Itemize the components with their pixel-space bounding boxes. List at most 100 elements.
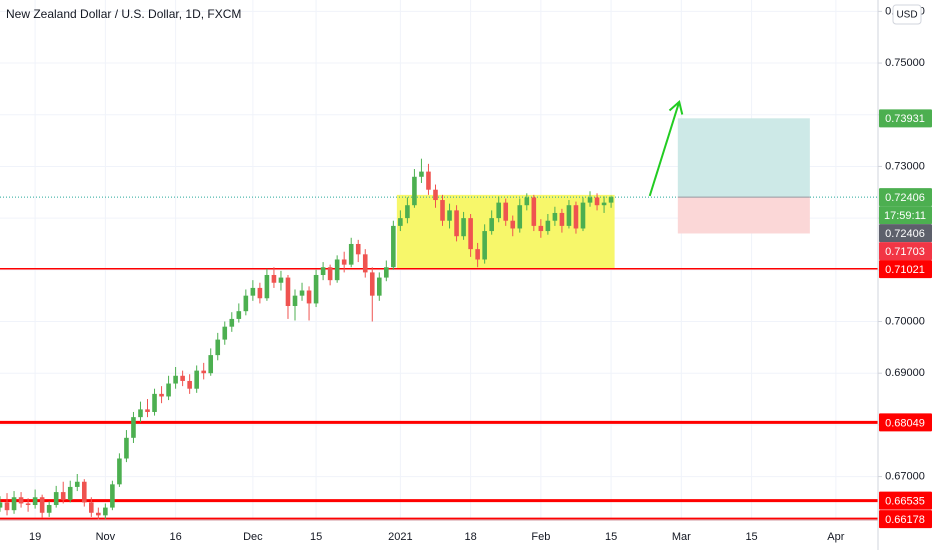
x-tick-label: 2021 [388,531,412,543]
candle-body [103,507,108,516]
candle-body [587,197,593,203]
price-badge-label: 0.73931 [885,113,925,125]
candle-body [257,287,263,299]
candle-body [545,220,551,232]
countdown-badge [879,206,932,225]
candle-body [131,417,136,438]
candle-body [566,205,572,226]
price-badge [879,260,932,279]
candle-body [447,210,452,221]
candle-body [426,171,431,190]
candle-body [222,326,228,340]
x-tick-label: Dec [243,531,263,543]
candle-body [601,202,607,206]
x-tick-label: 19 [29,531,41,543]
candle-body [306,290,312,304]
candle-body [559,212,565,226]
candle-body [264,274,270,299]
candle-body [454,210,459,237]
candle-body [384,267,389,278]
candle-body [538,225,544,232]
candle-body [187,380,192,389]
candle-body [229,318,235,327]
candle-body [81,481,87,503]
candle-body [468,218,473,250]
price-badge [879,242,932,261]
price-badge-label: 0.71703 [885,246,925,258]
candle-body [173,375,178,384]
x-tick-label: Feb [531,531,550,543]
candle-body [348,243,354,265]
x-tick-label: 15 [605,531,617,543]
candle-body [236,311,242,319]
candle-body [573,205,579,229]
currency-label[interactable]: USD [896,10,917,21]
position-loss [677,197,810,234]
candle-body [53,492,59,506]
candle-body [503,202,509,221]
arrow-head [668,99,684,115]
price-badge [879,188,932,207]
candle-body [74,481,80,487]
candle-body [208,355,214,374]
candle-body [419,171,424,177]
candle-body [398,218,403,226]
candle-body [46,505,52,513]
y-tick-label: 0.67000 [885,470,925,482]
y-tick-label: 0.75000 [885,57,925,69]
candle-body [18,497,24,504]
candle-body [440,200,445,221]
candle-body [215,339,221,356]
price-badge [879,224,932,243]
candle-body [405,205,410,219]
candle-body [355,243,361,255]
candle-body [89,502,94,513]
candle-body [0,502,3,508]
price-badge-label: 0.71021 [885,264,925,276]
price-badge-label: 0.66535 [885,496,925,508]
price-badge-label: 0.72406 [885,192,925,204]
price-badge-label: 0.66178 [885,514,925,526]
candle-body [496,202,502,219]
candle-body [96,512,101,516]
candle-body [110,484,115,508]
candle-body [299,290,305,296]
x-tick-label: 15 [310,531,322,543]
position-profit [677,118,810,198]
candle-body [25,503,31,506]
candle-body [117,458,122,485]
candle-body [250,287,256,296]
countdown-label: 17:59:11 [884,210,926,222]
candle-body [166,383,171,397]
candle-body [510,220,516,229]
y-tick-label: 0.73000 [885,160,925,172]
candle-body [313,274,319,304]
x-tick-label: 18 [464,531,476,543]
candle-body [292,295,298,307]
candle-body [11,497,17,511]
candle-body [138,409,143,418]
x-tick-label: Nov [96,531,116,543]
candle-body [194,370,199,389]
price-badge [879,510,932,529]
candle-body [362,254,368,273]
x-tick-label: 15 [745,531,757,543]
x-tick-label: Mar [672,531,691,543]
x-tick-label: Apr [827,531,844,543]
candle-body [341,259,347,265]
candle-body [412,176,417,206]
candle-body [433,189,438,201]
candle-body [594,197,600,206]
candle-body [67,486,73,500]
candle-body [60,492,66,500]
currency-button[interactable] [892,4,922,25]
candle-body [152,393,157,412]
candle-body [278,277,284,283]
x-tick-label: 16 [169,531,181,543]
candle-body [145,409,150,412]
candle-body [39,497,45,513]
candle-body [489,218,494,232]
candle-body [334,259,340,281]
